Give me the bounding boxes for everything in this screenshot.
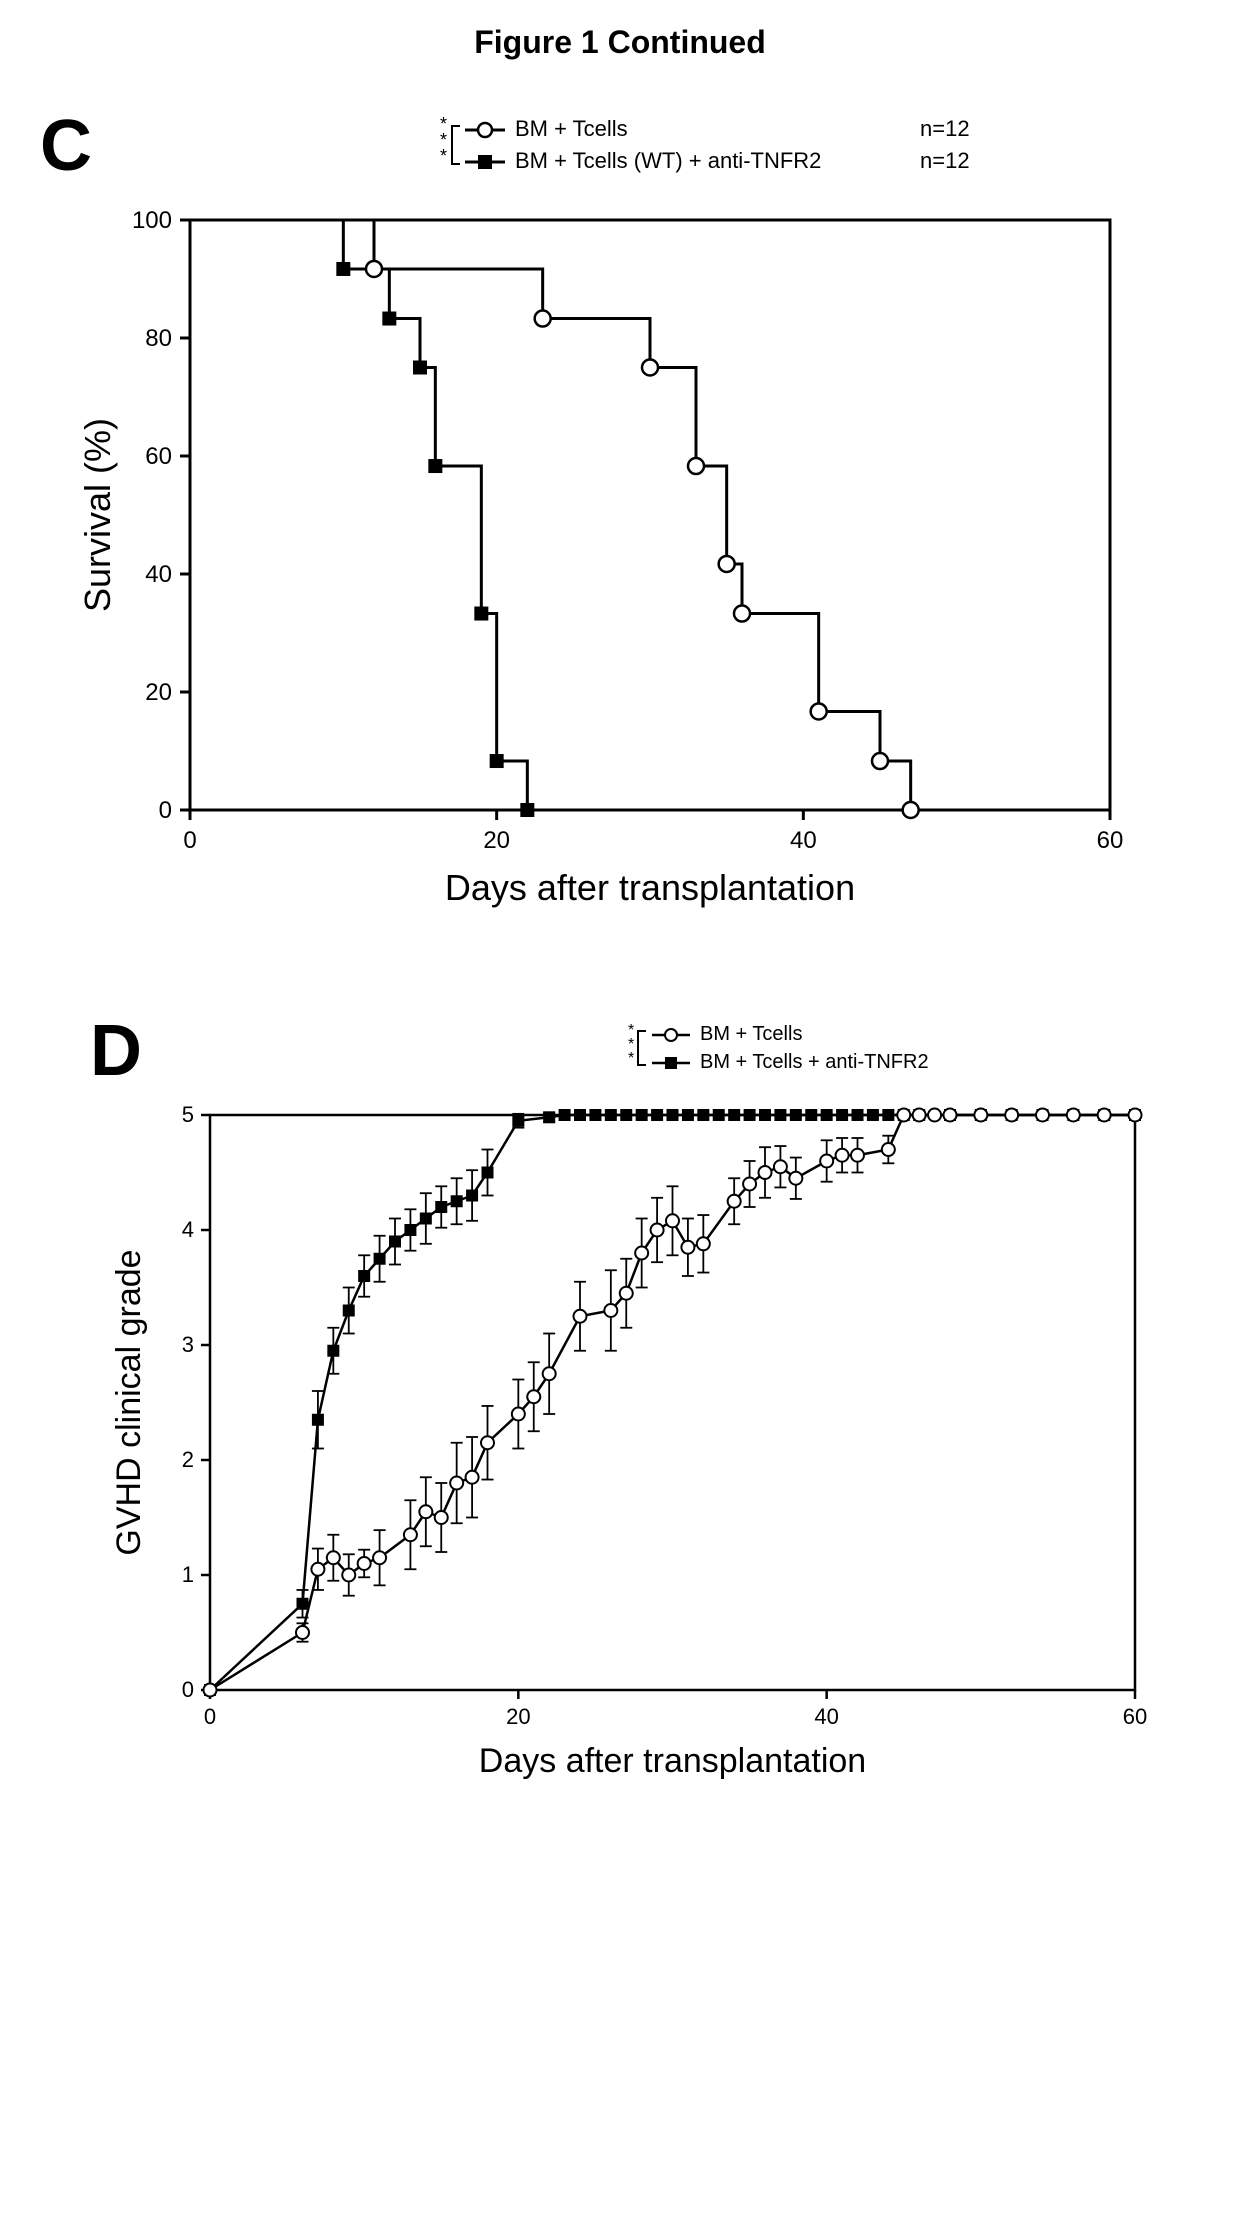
filled-square-icon xyxy=(478,155,492,169)
svg-text:20: 20 xyxy=(145,679,172,706)
svg-text:60: 60 xyxy=(1123,1704,1147,1729)
svg-text:40: 40 xyxy=(790,827,817,854)
legend-label: BM + Tcells + anti-TNFR2 xyxy=(700,1051,929,1073)
panel-d-legend: * * * BM + Tcells BM + Tcells + anti-TNF… xyxy=(620,1015,1220,1090)
svg-text:20: 20 xyxy=(506,1704,530,1729)
open-circle-icon xyxy=(665,1029,677,1041)
svg-text:Days after transplantation: Days after transplantation xyxy=(479,1742,866,1780)
legend-n: n=12 xyxy=(920,148,970,173)
legend-label: BM + Tcells xyxy=(700,1023,802,1045)
svg-text:0: 0 xyxy=(204,1704,216,1729)
panel-c-chart: 0 20 40 60 80 100 0 20 40 60 Days after transplant… xyxy=(80,200,1140,930)
legend-label: BM + Tcells (WT) + anti-TNFR2 xyxy=(515,148,821,173)
svg-text:Days after transplantation: Days after transplantation xyxy=(445,867,855,908)
panel-label-d: D xyxy=(90,1010,142,1092)
svg-text:40: 40 xyxy=(814,1704,838,1729)
svg-text:20: 20 xyxy=(483,827,510,854)
svg-text:0: 0 xyxy=(183,827,196,854)
svg-text:60: 60 xyxy=(1097,827,1124,854)
chart-d-svg: 0 1 2 3 4 5 0 20 40 60 Days after transplantation G… xyxy=(110,1100,1160,1800)
svg-text:0: 0 xyxy=(182,1677,194,1702)
svg-text:2: 2 xyxy=(182,1447,194,1472)
svg-text:4: 4 xyxy=(182,1217,194,1242)
legend-n: n=12 xyxy=(920,116,970,141)
open-circle-icon xyxy=(478,123,492,137)
panel-c-legend: * * * BM + Tcells n=12 BM + Tcells (WT) … xyxy=(430,110,1210,190)
figure-title: Figure 1 Continued xyxy=(0,0,1240,61)
svg-text:0: 0 xyxy=(159,797,172,824)
panel-d-chart: 0 1 2 3 4 5 0 20 40 60 Days after transplantation G… xyxy=(110,1100,1160,1800)
bracket-icon xyxy=(452,126,460,164)
filled-square-icon xyxy=(665,1057,677,1069)
svg-text:3: 3 xyxy=(182,1332,194,1357)
svg-text:60: 60 xyxy=(145,443,172,470)
svg-text:1: 1 xyxy=(182,1562,194,1587)
chart-c-svg: 0 20 40 60 80 100 0 20 40 60 Days after transplant… xyxy=(80,200,1140,930)
sig-star: * xyxy=(440,146,447,166)
svg-text:40: 40 xyxy=(145,561,172,588)
svg-text:GVHD clinical grade: GVHD clinical grade xyxy=(110,1249,148,1555)
bracket-icon xyxy=(638,1031,646,1065)
svg-text:5: 5 xyxy=(182,1102,194,1127)
svg-text:100: 100 xyxy=(132,207,172,234)
panel-label-c: C xyxy=(40,105,92,187)
page: Figure 1 Continued C * * * BM + Tcells n… xyxy=(0,0,1240,2224)
sig-star: * xyxy=(628,1050,634,1067)
svg-text:80: 80 xyxy=(145,325,172,352)
svg-text:Survival (%): Survival (%) xyxy=(80,418,118,612)
legend-label: BM + Tcells xyxy=(515,116,628,141)
